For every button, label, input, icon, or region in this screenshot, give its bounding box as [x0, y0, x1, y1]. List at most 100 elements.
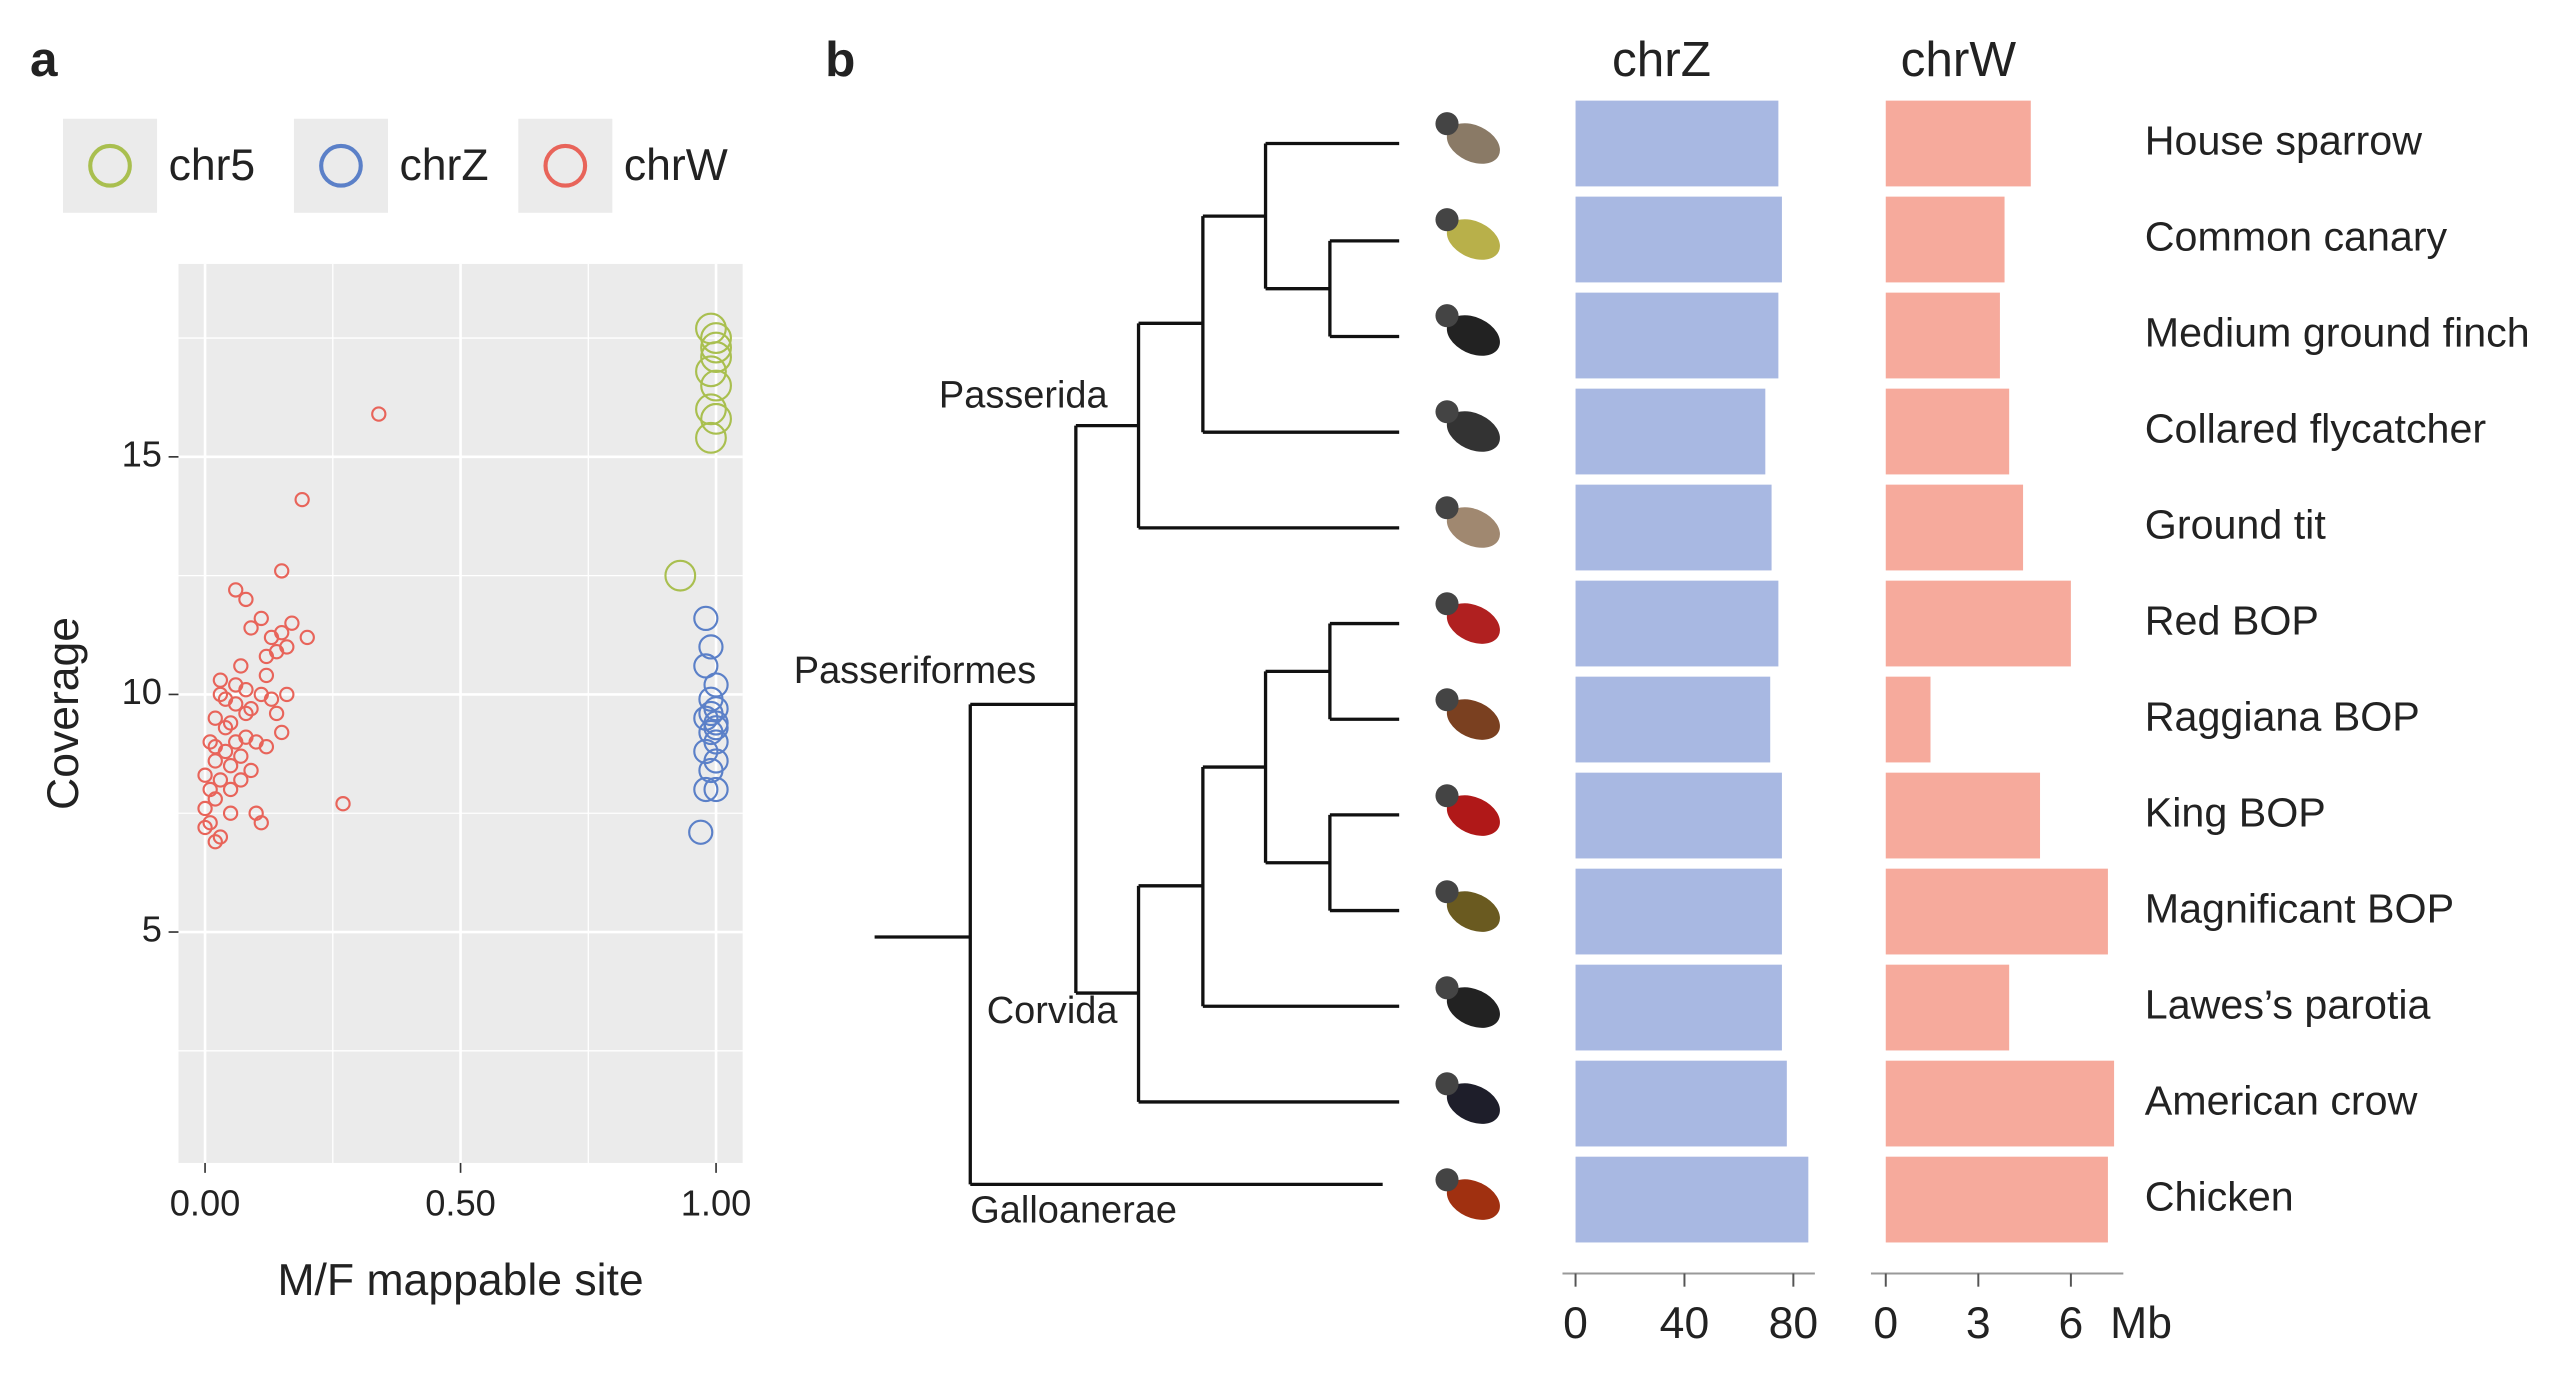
point: [212, 672, 229, 688]
bird-head: [1435, 976, 1459, 1000]
point: [233, 772, 249, 788]
point: [253, 815, 269, 831]
bird-icon: [1446, 891, 1500, 932]
species-label: Common canary: [2145, 213, 2448, 259]
species-label: Magnificant BOP: [2145, 885, 2454, 931]
x-tick-label: 80: [1769, 1299, 1819, 1348]
clade-label: Passerida: [939, 375, 1109, 417]
bird-icon: [1446, 603, 1500, 644]
point: [268, 705, 285, 722]
legend-key: [63, 118, 158, 213]
clade-label: Corvida: [987, 990, 1119, 1032]
point: [299, 629, 315, 646]
panel-label: a: [30, 32, 58, 87]
point: [222, 781, 239, 798]
bar: [1575, 484, 1772, 571]
bar: [1885, 1156, 2108, 1243]
point: [695, 393, 727, 426]
bar: [1885, 772, 2041, 859]
x-tick-label: 3: [1966, 1299, 1991, 1348]
point: [207, 834, 223, 850]
point: [238, 705, 254, 722]
bird-icon: [1446, 123, 1500, 164]
bar: [1575, 772, 1782, 859]
species-label: Medium ground finch: [2145, 309, 2530, 355]
x-tick-label: 1.00: [681, 1182, 752, 1223]
bird-head: [1435, 592, 1459, 616]
point: [703, 776, 729, 803]
species-label: Collared flycatcher: [2145, 405, 2487, 451]
legend-symbol: [543, 143, 588, 188]
point: [212, 829, 229, 845]
bar: [1575, 100, 1779, 187]
point: [274, 563, 290, 579]
species-label: Lawes’s parotia: [2145, 981, 2431, 1027]
x-tick-label: 0: [1873, 1299, 1898, 1348]
bar: [1885, 100, 2031, 187]
point: [698, 757, 724, 784]
bird-head: [1435, 1168, 1459, 1192]
species-label: Red BOP: [2145, 597, 2319, 643]
x-tick-label: 6: [2059, 1299, 2084, 1348]
point: [693, 776, 719, 803]
species-label: Chicken: [2145, 1173, 2294, 1219]
bar: [1575, 1060, 1787, 1147]
point: [258, 667, 275, 684]
point: [268, 644, 285, 660]
point: [233, 658, 249, 674]
point: [222, 805, 239, 821]
point: [284, 615, 300, 631]
bar: [1885, 388, 2010, 475]
bird-icon: [1446, 507, 1500, 548]
bar: [1885, 964, 2010, 1051]
point: [274, 724, 290, 741]
species-label: House sparrow: [2145, 117, 2422, 163]
bird-head: [1435, 880, 1459, 904]
point: [197, 819, 213, 836]
y-axis-title: Coverage: [39, 617, 88, 810]
point: [698, 700, 724, 727]
point: [238, 682, 254, 698]
bird-icon: [1446, 315, 1500, 356]
bar: [1885, 676, 1931, 763]
legend-key: [518, 118, 613, 213]
panel-label: b: [825, 32, 855, 87]
bird-icon: [1446, 411, 1500, 452]
bar: [1575, 388, 1766, 475]
point: [294, 491, 310, 508]
point: [693, 653, 719, 679]
bar: [1885, 292, 2000, 379]
point: [688, 819, 714, 845]
point: [243, 762, 259, 779]
x-tick-label: 40: [1660, 1299, 1710, 1348]
point: [695, 312, 727, 345]
bird-icon: [1446, 699, 1500, 740]
species-label: King BOP: [2145, 789, 2326, 835]
point: [202, 734, 218, 750]
y-tick-label: 15: [122, 433, 162, 474]
legend-label: chrW: [624, 141, 728, 190]
bar: [1575, 964, 1782, 1051]
point: [693, 738, 719, 765]
point: [197, 767, 213, 783]
point: [274, 624, 290, 641]
bar: [1885, 580, 2071, 667]
bird-icon: [1446, 987, 1500, 1028]
species-label: Ground tit: [2145, 501, 2327, 547]
point: [263, 691, 280, 707]
x-tick-label: 0.00: [170, 1182, 241, 1223]
point: [703, 696, 729, 722]
legend-key: [293, 118, 388, 213]
bird-head: [1435, 304, 1459, 328]
point: [217, 691, 234, 707]
clade-label: Galloanerae: [970, 1189, 1177, 1231]
bar: [1575, 292, 1779, 379]
point: [197, 800, 213, 817]
x-tick-label: 0: [1563, 1299, 1588, 1348]
point: [258, 739, 275, 755]
legend-symbol: [319, 143, 363, 188]
legend-symbol: [88, 143, 132, 188]
bar: [1885, 196, 2005, 283]
